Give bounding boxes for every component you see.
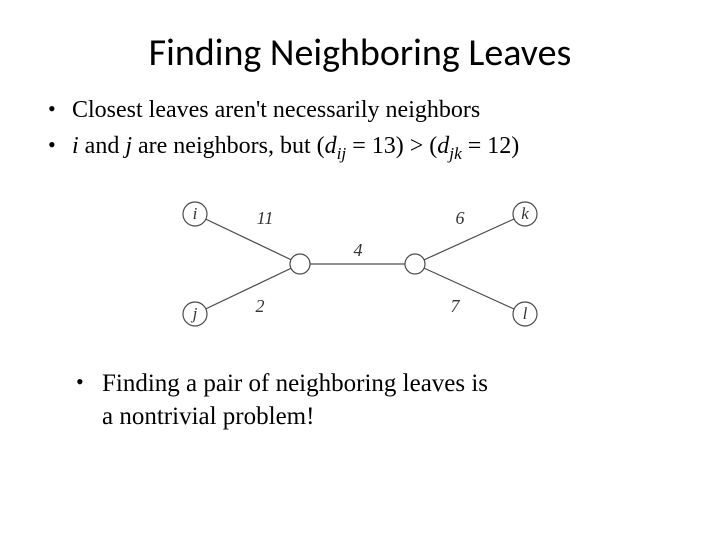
bullet-2-j: j	[125, 133, 132, 159]
bullet-2-t3: = 13) > (	[346, 133, 437, 159]
svg-text:4: 4	[354, 240, 363, 260]
bullet-2-sub2: jk	[449, 144, 461, 163]
svg-text:l: l	[523, 304, 528, 323]
slide-title: Finding Neighboring Leaves	[40, 30, 680, 76]
bullet-2-t2: are neighbors, but (	[132, 133, 325, 159]
footer-bullet: Finding a pair of neighboring leaves is …	[76, 367, 680, 435]
footer-line-2: a nontrivial problem!	[102, 403, 314, 430]
svg-text:11: 11	[257, 208, 274, 228]
bullet-2-t4: = 12)	[462, 133, 520, 159]
bullet-1: Closest leaves aren't necessarily neighb…	[48, 94, 680, 126]
svg-text:6: 6	[456, 208, 465, 228]
bullet-2-d1: d	[325, 133, 337, 159]
svg-text:k: k	[521, 204, 529, 223]
footer-bullet-list: Finding a pair of neighboring leaves is …	[40, 367, 680, 435]
bullet-2: i and j are neighbors, but (dij = 13) > …	[48, 130, 680, 165]
bullet-2-i: i	[72, 133, 79, 159]
svg-text:7: 7	[451, 296, 461, 316]
bullet-2-t1: and	[79, 133, 126, 159]
bullet-2-sub1: ij	[337, 144, 347, 163]
tree-diagram: 11 2 4 6 7 i j k l	[40, 184, 680, 349]
svg-text:j: j	[191, 304, 198, 323]
svg-text:2: 2	[256, 296, 265, 316]
footer-line-1: Finding a pair of neighboring leaves is	[102, 370, 488, 397]
svg-text:i: i	[193, 204, 198, 223]
bullet-2-d2: d	[437, 133, 449, 159]
bullet-list: Closest leaves aren't necessarily neighb…	[40, 94, 680, 166]
